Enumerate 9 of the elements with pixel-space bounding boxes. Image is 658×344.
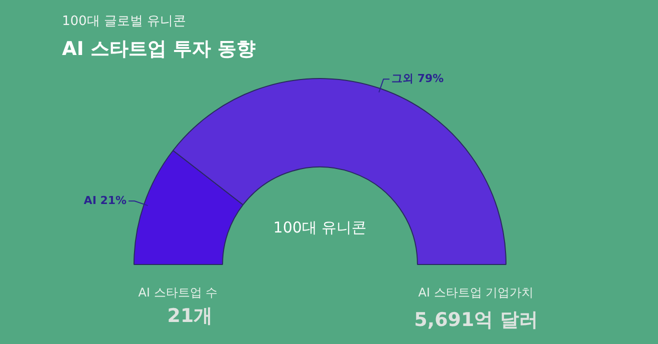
chart-title: AI 스타트업 투자 동향 <box>62 37 256 62</box>
slice-label: AI 21% <box>84 194 127 207</box>
slice-label: 그외 79% <box>391 72 444 85</box>
chart-subtitle: 100대 글로벌 유니콘 <box>62 13 186 30</box>
text: 100대 유니콘 <box>273 218 367 238</box>
text: 5,691억 달러 <box>414 308 538 333</box>
text: 21개 <box>167 304 213 329</box>
text: AI 스타트업 수 <box>138 284 218 302</box>
text: AI 스타트업 기업가치 <box>418 284 534 302</box>
